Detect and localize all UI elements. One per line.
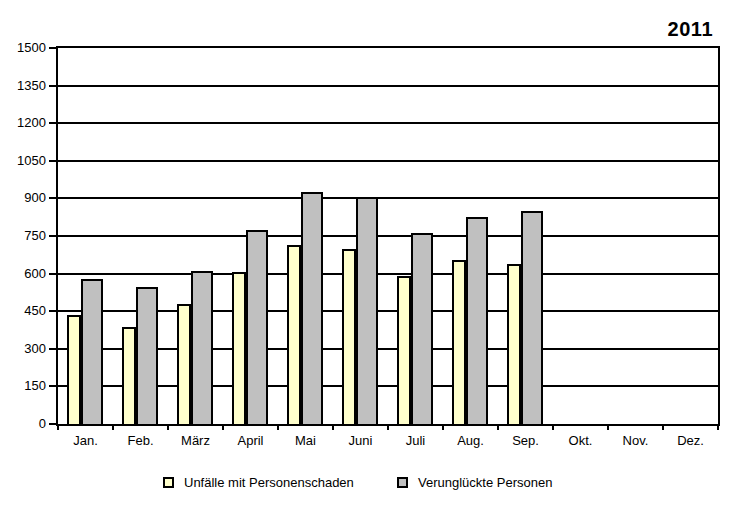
y-axis-tick <box>49 122 56 124</box>
bar-verunglueckte <box>136 287 158 424</box>
bar-unfaelle <box>67 315 81 424</box>
y-axis-tick <box>49 85 56 87</box>
bar-unfaelle <box>287 245 301 424</box>
bar-unfaelle <box>397 276 411 424</box>
x-axis-tick <box>57 426 59 430</box>
bar-verunglueckte <box>301 192 323 424</box>
x-axis-tick <box>442 426 444 430</box>
y-axis-label: 1200 <box>0 115 46 131</box>
x-axis-tick <box>277 426 279 430</box>
chart-canvas: 2011 Unfälle mit Personenschaden Verungl… <box>0 0 740 511</box>
gridline <box>58 235 718 237</box>
chart-title: 2011 <box>668 18 713 41</box>
bar-verunglueckte <box>81 279 103 424</box>
gridline <box>58 122 718 124</box>
gridline <box>58 273 718 275</box>
bar-verunglueckte <box>246 230 268 424</box>
x-axis-tick <box>387 426 389 430</box>
x-axis-tick <box>497 426 499 430</box>
y-axis-label: 300 <box>0 341 46 357</box>
y-axis-tick <box>49 47 56 49</box>
bar-verunglueckte <box>466 217 488 424</box>
legend-marker-unfaelle-icon <box>163 477 174 488</box>
y-axis-label: 1050 <box>0 153 46 169</box>
x-axis-label: Dez. <box>653 433 728 448</box>
bar-unfaelle <box>342 249 356 424</box>
y-axis-tick <box>49 348 56 350</box>
y-axis-label: 1500 <box>0 40 46 56</box>
legend-label-unfaelle: Unfälle mit Personenschaden <box>184 475 354 490</box>
gridline <box>58 160 718 162</box>
y-axis-label: 900 <box>0 190 46 206</box>
x-axis-tick <box>717 426 719 430</box>
plot-area <box>56 46 720 426</box>
legend-item-unfaelle: Unfälle mit Personenschaden <box>163 475 354 490</box>
x-axis-tick <box>607 426 609 430</box>
gridline <box>58 85 718 87</box>
bar-unfaelle <box>507 264 521 424</box>
x-axis-tick <box>167 426 169 430</box>
legend-marker-verunglueckte-icon <box>397 477 408 488</box>
bar-unfaelle <box>232 272 246 424</box>
x-axis-tick <box>662 426 664 430</box>
bar-verunglueckte <box>411 233 433 424</box>
y-axis-label: 150 <box>0 378 46 394</box>
y-axis-label: 750 <box>0 228 46 244</box>
bar-unfaelle <box>122 327 136 424</box>
x-axis-tick <box>112 426 114 430</box>
bar-unfaelle <box>177 304 191 424</box>
y-axis-tick <box>49 197 56 199</box>
y-axis-tick <box>49 423 56 425</box>
y-axis-label: 1350 <box>0 78 46 94</box>
y-axis-label: 0 <box>0 416 46 432</box>
legend-item-verunglueckte: Verunglückte Personen <box>397 475 552 490</box>
legend-label-verunglueckte: Verunglückte Personen <box>418 475 552 490</box>
y-axis-tick <box>49 160 56 162</box>
y-axis-tick <box>49 385 56 387</box>
gridline <box>58 197 718 199</box>
bar-verunglueckte <box>191 271 213 424</box>
bar-verunglueckte <box>356 197 378 424</box>
y-axis-tick <box>49 310 56 312</box>
x-axis-tick <box>222 426 224 430</box>
y-axis-label: 450 <box>0 303 46 319</box>
y-axis-tick <box>49 273 56 275</box>
x-axis-tick <box>332 426 334 430</box>
y-axis-tick <box>49 235 56 237</box>
bar-unfaelle <box>452 260 466 424</box>
y-axis-label: 600 <box>0 266 46 282</box>
bar-verunglueckte <box>521 211 543 424</box>
x-axis-tick <box>552 426 554 430</box>
